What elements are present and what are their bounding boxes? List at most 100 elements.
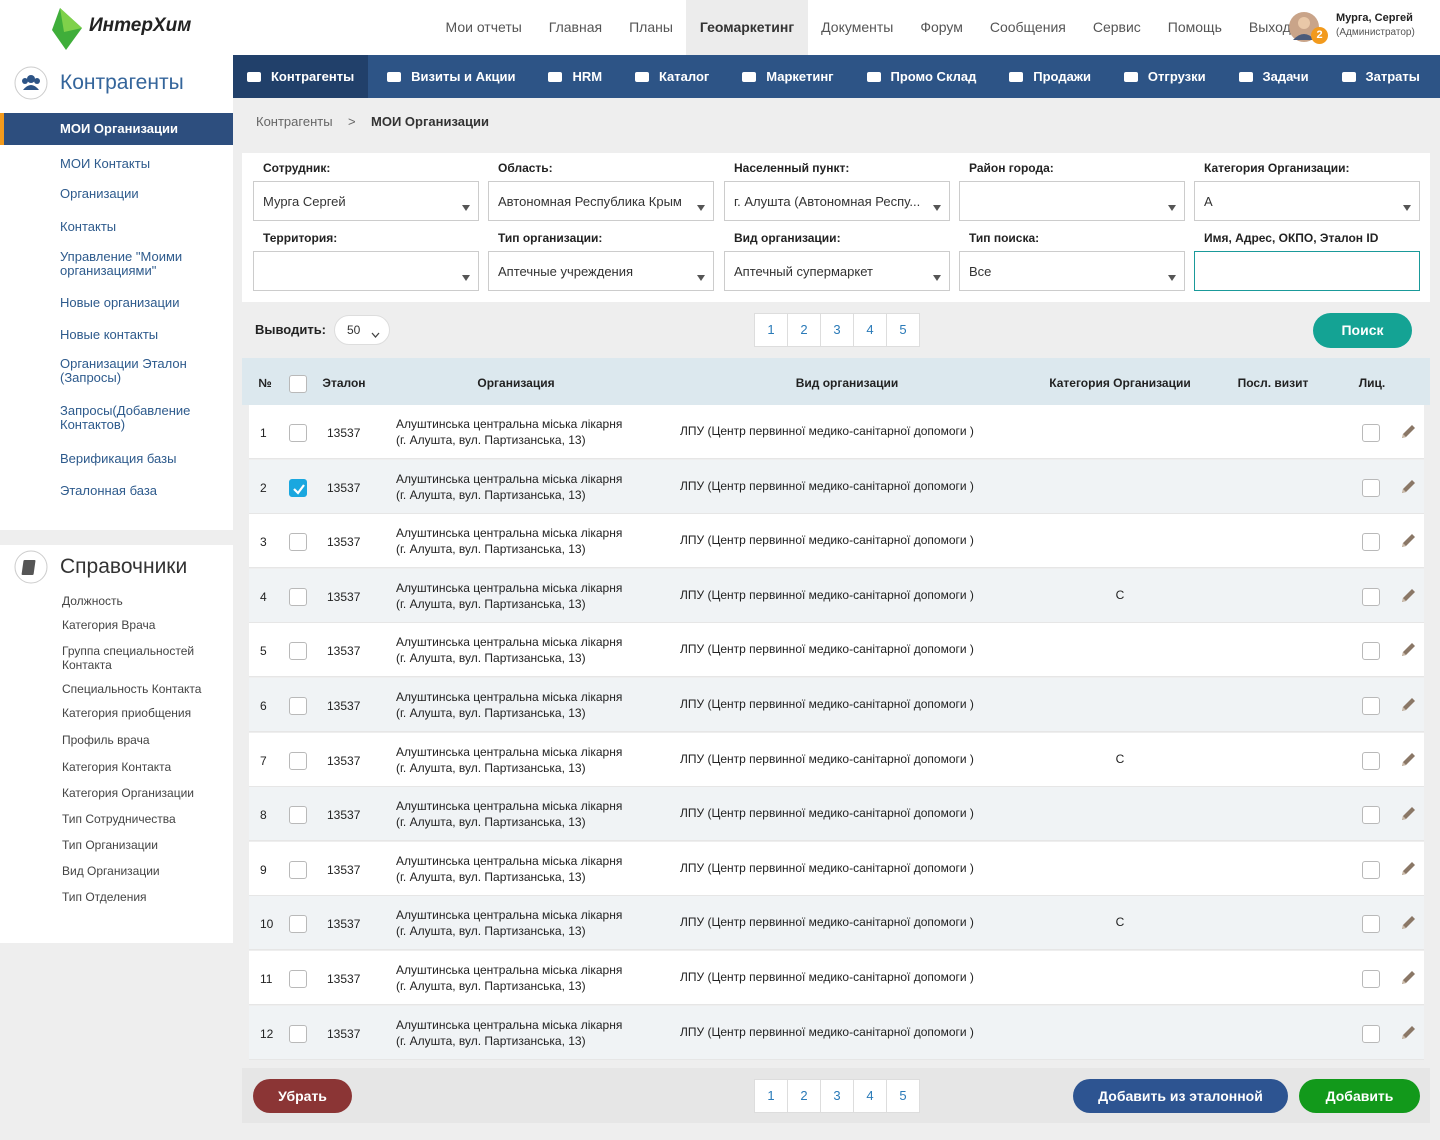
filter-select[interactable] — [253, 251, 479, 291]
filter-select[interactable] — [959, 181, 1185, 221]
sidebar-item[interactable]: МОИ Организации — [60, 121, 178, 136]
nav-item[interactable]: Мои отчеты — [445, 19, 522, 35]
sidebar-item[interactable]: Тип Организации — [62, 838, 158, 852]
sidebar-item[interactable]: Категория приобщения — [62, 706, 192, 720]
row-checkbox[interactable] — [289, 642, 307, 661]
sidebar-item[interactable]: Категория Контакта — [62, 760, 172, 774]
row-checkbox[interactable] — [289, 478, 307, 497]
checkbox[interactable] — [289, 375, 307, 393]
sidebar-item[interactable]: Организации — [60, 186, 139, 201]
personal-checkbox[interactable] — [1362, 478, 1380, 497]
tab[interactable]: Визиты и Акции — [373, 55, 529, 98]
edit-icon[interactable] — [1399, 969, 1417, 987]
edit-icon[interactable] — [1399, 641, 1417, 659]
sidebar-item[interactable]: Профиль врача — [62, 733, 150, 747]
tab[interactable]: Затраты — [1328, 55, 1434, 98]
sidebar-item[interactable]: Организации Эталон (Запросы) — [60, 356, 187, 385]
page-button[interactable]: 5 — [886, 1079, 920, 1113]
page-button[interactable]: 3 — [820, 313, 854, 347]
search-button[interactable]: Поиск — [1313, 313, 1412, 348]
sidebar-item[interactable]: Контакты — [60, 219, 117, 234]
tab[interactable]: Маркетинг — [728, 55, 847, 98]
nav-item[interactable]: Планы — [629, 19, 673, 35]
personal-checkbox[interactable] — [1362, 1024, 1380, 1043]
edit-icon[interactable] — [1399, 423, 1417, 441]
filter-input[interactable] — [1194, 251, 1420, 291]
personal-checkbox[interactable] — [1362, 970, 1380, 988]
edit-icon[interactable] — [1399, 751, 1417, 769]
personal-checkbox[interactable] — [1362, 533, 1380, 552]
sidebar-item[interactable]: Вид Организации — [62, 864, 160, 878]
nav-item[interactable]: Геомаркетинг — [686, 0, 808, 55]
row-checkbox[interactable] — [289, 424, 307, 442]
page-size-select[interactable]: 50 — [334, 315, 390, 345]
sidebar-item[interactable]: Тип Сотрудничества — [62, 812, 176, 826]
sidebar-item[interactable]: МОИ Контакты — [60, 156, 151, 171]
row-checkbox[interactable] — [289, 1024, 307, 1043]
tab[interactable]: Продажи — [995, 55, 1105, 98]
edit-icon[interactable] — [1399, 914, 1417, 932]
filter-select[interactable]: Аптечные учреждения — [488, 251, 714, 291]
row-checkbox[interactable] — [289, 587, 307, 606]
edit-icon[interactable] — [1399, 860, 1417, 878]
page-button[interactable]: 4 — [853, 1079, 887, 1113]
sidebar-item[interactable]: Новые контакты — [60, 327, 159, 342]
personal-checkbox[interactable] — [1362, 424, 1380, 442]
filter-select[interactable]: А — [1194, 181, 1420, 221]
row-checkbox[interactable] — [289, 751, 307, 770]
filter-select[interactable]: Все — [959, 251, 1185, 291]
sidebar-item[interactable]: Новые организации — [60, 295, 180, 310]
edit-icon[interactable] — [1399, 696, 1417, 714]
edit-icon[interactable] — [1399, 478, 1417, 496]
row-checkbox[interactable] — [289, 860, 307, 879]
page-button[interactable]: 2 — [787, 313, 821, 347]
personal-checkbox[interactable] — [1362, 915, 1380, 934]
page-button[interactable]: 1 — [754, 313, 788, 347]
sidebar-item[interactable]: Категория Врача — [62, 618, 156, 632]
row-checkbox[interactable] — [289, 970, 307, 988]
edit-icon[interactable] — [1399, 532, 1417, 550]
sidebar-item[interactable]: Группа специальностей Контакта — [62, 644, 195, 672]
sidebar-item[interactable]: Категория Организации — [62, 786, 195, 800]
nav-item[interactable]: Форум — [920, 19, 963, 35]
tab[interactable]: Контрагенты — [233, 55, 369, 98]
personal-checkbox[interactable] — [1362, 642, 1380, 661]
personal-checkbox[interactable] — [1362, 587, 1380, 606]
page-button[interactable]: 5 — [886, 313, 920, 347]
filter-select[interactable]: Автономная Республика Крым — [488, 181, 714, 221]
page-button[interactable]: 4 — [853, 313, 887, 347]
sidebar-item[interactable]: Запросы(Добавление Контактов) — [60, 403, 191, 432]
nav-item[interactable]: Помощь — [1167, 19, 1222, 35]
row-checkbox[interactable] — [289, 697, 307, 715]
nav-item[interactable]: Сервис — [1092, 19, 1141, 35]
sidebar-item[interactable]: Должность — [62, 594, 123, 608]
sidebar-item[interactable]: Верификация базы — [60, 451, 177, 466]
personal-checkbox[interactable] — [1362, 860, 1380, 879]
sidebar-item[interactable]: Эталонная база — [60, 483, 158, 498]
page-button[interactable]: 2 — [787, 1079, 821, 1113]
filter-select[interactable]: Аптечный супермаркет — [724, 251, 950, 291]
nav-item[interactable]: Сообщения — [989, 19, 1066, 35]
sidebar-item[interactable]: Специальность Контакта — [62, 682, 202, 696]
nav-item[interactable]: Главная — [548, 19, 603, 35]
edit-icon[interactable] — [1399, 1024, 1417, 1042]
page-button[interactable]: 1 — [754, 1079, 788, 1113]
tab[interactable]: Каталог — [621, 55, 723, 98]
filter-select[interactable]: г. Алушта (Автономная Респу... — [724, 181, 950, 221]
personal-checkbox[interactable] — [1362, 697, 1380, 715]
sidebar-item[interactable]: Тип Отделения — [62, 890, 147, 904]
remove-button[interactable]: Убрать — [253, 1079, 352, 1113]
tab[interactable]: Отгрузки — [1110, 55, 1220, 98]
edit-icon[interactable] — [1399, 805, 1417, 823]
tab[interactable]: HRM — [534, 55, 616, 98]
filter-select[interactable]: Мурга Сергей — [253, 181, 479, 221]
edit-icon[interactable] — [1399, 587, 1417, 605]
sidebar-item[interactable]: Управление "Моими организациями" — [60, 249, 183, 278]
row-checkbox[interactable] — [289, 533, 307, 552]
add-reference-button[interactable]: Добавить из эталонной — [1073, 1079, 1288, 1113]
personal-checkbox[interactable] — [1362, 751, 1380, 770]
page-button[interactable]: 3 — [820, 1079, 854, 1113]
nav-item[interactable]: Выход — [1248, 19, 1291, 35]
add-button[interactable]: Добавить — [1299, 1079, 1420, 1113]
row-checkbox[interactable] — [289, 806, 307, 825]
